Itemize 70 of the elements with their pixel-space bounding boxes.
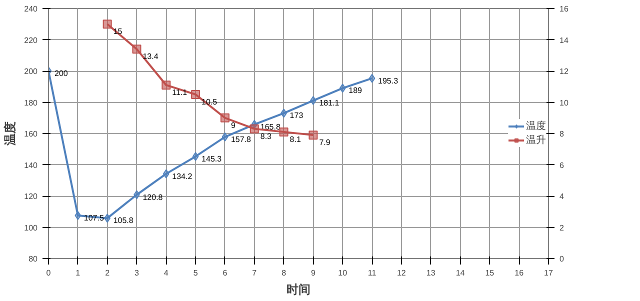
y2-tick-label: 10 xyxy=(560,98,569,108)
point xyxy=(250,124,259,134)
y-tick-label: 220 xyxy=(24,36,38,45)
x-tick-label: 14 xyxy=(456,268,466,278)
point xyxy=(279,127,288,136)
data-label: 105.8 xyxy=(113,216,134,226)
x-tick-label: 9 xyxy=(310,268,316,278)
point xyxy=(162,169,170,178)
legend-label: 温度 xyxy=(526,120,546,133)
point xyxy=(74,211,82,220)
data-label: 189 xyxy=(348,86,363,96)
data-label: 7.9 xyxy=(319,138,331,148)
data-label: 145.3 xyxy=(202,154,222,164)
x-tick-label: 5 xyxy=(193,268,198,278)
x-tick-label: 11 xyxy=(368,268,377,278)
y-tick-label: 200 xyxy=(24,67,38,76)
x-tick-label: 4 xyxy=(164,268,169,278)
y-tick-label: 100 xyxy=(24,223,38,232)
y2-tick-label: 2 xyxy=(560,223,564,232)
x-tick-label: 13 xyxy=(426,268,436,278)
x-axis-title: 时间 xyxy=(286,282,310,296)
x-tick-label: 1 xyxy=(76,268,81,278)
point xyxy=(339,84,346,93)
x-tick-label: 7 xyxy=(252,268,258,278)
point xyxy=(162,80,171,90)
y2-tick-label: 14 xyxy=(560,36,569,45)
data-label: 8.1 xyxy=(290,134,302,144)
x-tick-label: 2 xyxy=(105,268,110,278)
y2-tick-label: 16 xyxy=(560,4,569,14)
y-axis-title: 温度 xyxy=(3,122,18,146)
data-label: 13.4 xyxy=(142,52,159,62)
y-tick-label: 120 xyxy=(24,192,38,201)
point xyxy=(132,44,142,54)
data-label: 9 xyxy=(230,120,236,130)
point xyxy=(222,132,228,142)
legend-label: 温升 xyxy=(526,134,546,147)
x-tick-label: 3 xyxy=(134,268,140,278)
y2-tick-label: 8 xyxy=(560,130,564,138)
x-tick-label: 0 xyxy=(46,268,52,278)
x-tick-label: 6 xyxy=(222,268,228,278)
y2-tick-label: 12 xyxy=(560,67,569,76)
data-label: 134.2 xyxy=(172,172,193,181)
x-tick-label: 8 xyxy=(282,268,287,278)
point xyxy=(220,113,230,122)
data-label: 157.8 xyxy=(230,134,252,144)
data-label: 8.3 xyxy=(260,132,272,141)
data-label: 173 xyxy=(290,111,304,120)
x-tick-label: 10 xyxy=(338,268,348,278)
point xyxy=(368,74,376,83)
x-tick-label: 12 xyxy=(396,268,406,278)
data-label: 195.3 xyxy=(378,76,399,86)
data-label: 120.8 xyxy=(142,192,164,202)
y2-tick-label: 4 xyxy=(560,192,564,201)
y-tick-label: 240 xyxy=(24,4,38,14)
y-tick-label: 80 xyxy=(28,254,38,264)
y-tick-label: 180 xyxy=(24,98,38,108)
y-tick-label: 160 xyxy=(24,130,38,138)
point xyxy=(102,20,112,29)
point xyxy=(308,130,318,140)
data-label: 11.1 xyxy=(172,88,188,98)
data-label: 181.1 xyxy=(319,98,340,108)
point xyxy=(192,152,199,161)
point xyxy=(191,90,200,99)
y-tick-label: 140 xyxy=(24,160,38,170)
x-tick-label: 16 xyxy=(514,268,524,278)
y2-tick-label: 0 xyxy=(560,254,564,264)
data-label: 200 xyxy=(54,69,68,78)
y2-tick-label: 6 xyxy=(560,160,564,170)
x-tick-label: 15 xyxy=(485,268,495,278)
x-tick-label: 17 xyxy=(544,268,554,278)
